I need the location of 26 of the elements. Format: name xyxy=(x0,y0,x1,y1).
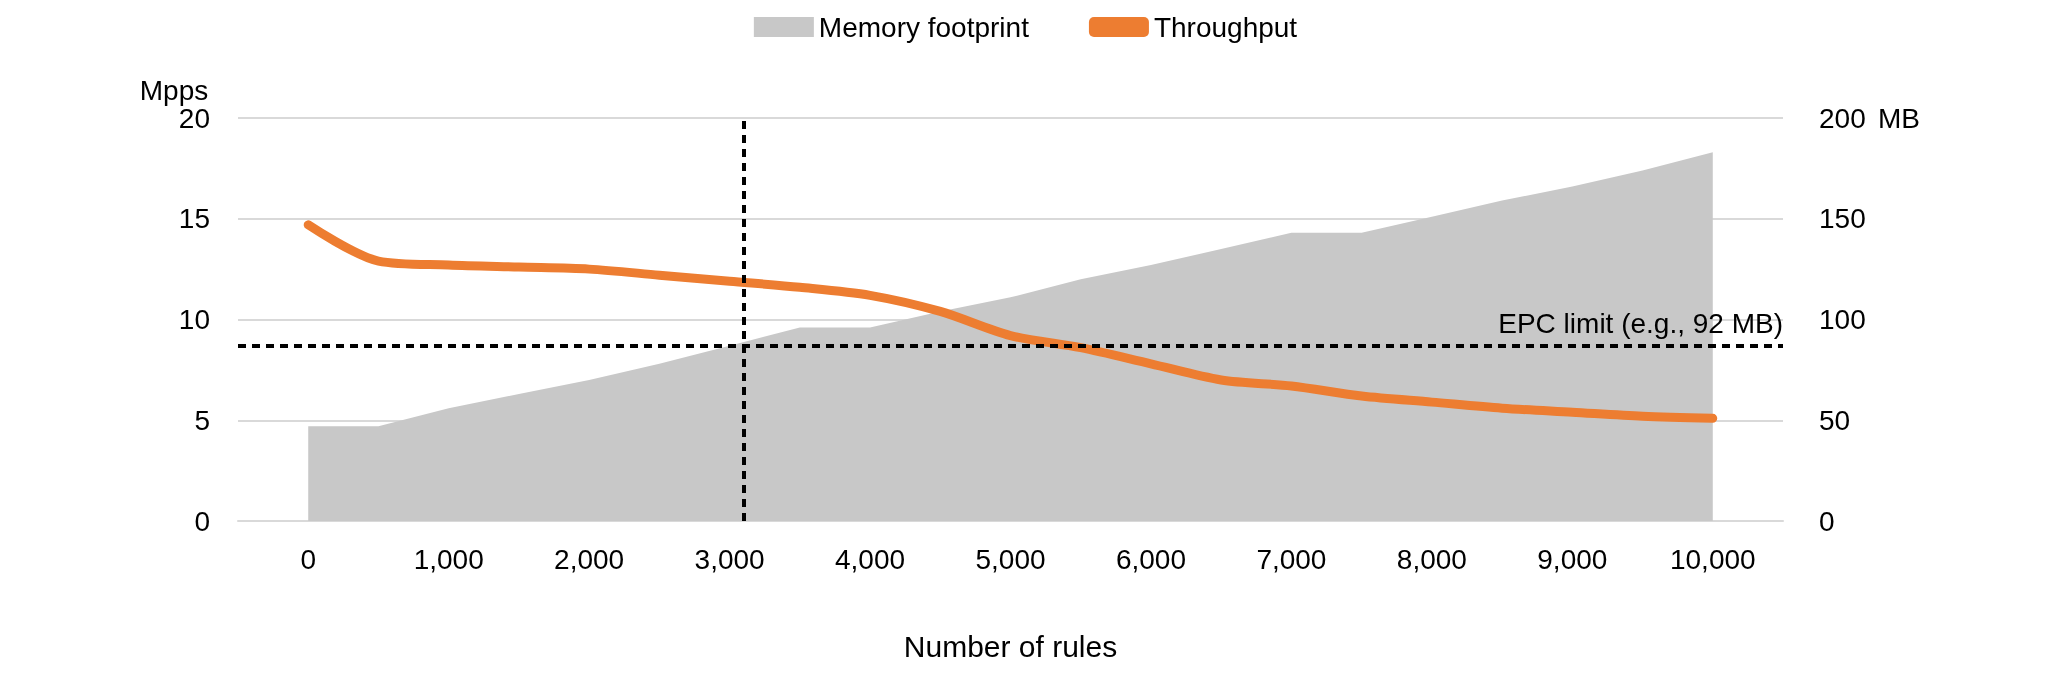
x-tick-label: 10,000 xyxy=(1669,543,1756,575)
y2-tick-label: 0 xyxy=(1819,505,1835,537)
legend-label: Memory footprint xyxy=(818,11,1030,43)
x-tick-label: 9,000 xyxy=(1537,543,1608,575)
y-axis-title: Mpps xyxy=(139,74,209,106)
x-tick-label: 3,000 xyxy=(694,543,765,575)
x-tick-label: 2,000 xyxy=(554,543,625,575)
y2-tick-label: 50 xyxy=(1819,404,1851,436)
x-tick-label: 4,000 xyxy=(835,543,906,575)
x-tick-label: 6,000 xyxy=(1115,543,1186,575)
ref-line-label: EPC limit (e.g., 92 MB) xyxy=(1498,308,1783,340)
legend-label: Throughput xyxy=(1153,11,1298,43)
y2-tick-label: 100 xyxy=(1819,304,1866,335)
x-tick-label: 1,000 xyxy=(413,543,484,575)
y-tick-label: 5 xyxy=(194,404,210,436)
y2-tick-label: 200 xyxy=(1819,102,1866,134)
y2-axis-title: MB xyxy=(1878,102,1920,134)
y-tick-label: 0 xyxy=(194,505,210,537)
x-tick-label: 7,000 xyxy=(1256,543,1327,575)
x-tick-label: 8,000 xyxy=(1396,543,1467,575)
y2-tick-label: 150 xyxy=(1819,203,1866,235)
y-tick-label: 15 xyxy=(178,203,210,235)
x-tick-label: 0 xyxy=(300,543,317,575)
y-tick-label: 10 xyxy=(178,304,210,335)
x-tick-label: 5,000 xyxy=(975,543,1046,575)
x-axis-title: Number of rules xyxy=(903,629,1118,663)
